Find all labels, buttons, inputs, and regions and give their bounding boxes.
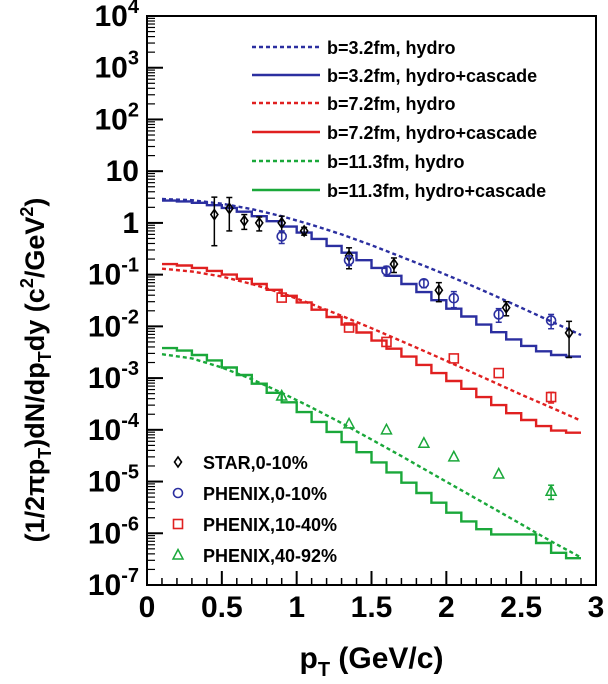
point-square [276,292,288,303]
point-circle [448,292,460,304]
y-tick-label: 10-3 [88,358,139,395]
series-line-5 [162,346,581,560]
x-axis-label: pT (GeV/c) [300,642,444,681]
series-line-2 [161,267,582,422]
x-tick-label: 2 [438,591,455,624]
point-triangle [275,388,288,401]
legend-marker-1 [172,487,184,499]
point-square [343,322,355,333]
x-tick-label: 0 [139,591,156,624]
legend-label-5: b=11.3fm, hydro+cascade [327,181,546,201]
point-diamond [209,208,219,221]
y-tick-label: 10-1 [88,255,139,292]
axes: 0 0.5 1 1.5 2 2.5 310410310210110-110-210-310-… [88,0,605,624]
point-triangle [342,416,356,429]
point-diamond [224,202,234,215]
x-tick-label: 2.5 [500,591,542,624]
legend-label-0: b=3.2fm, hydro [327,38,456,58]
point-square [545,391,557,403]
point-diamond [501,301,511,315]
y-tick-label: 104 [95,0,140,33]
point-circle [381,265,392,276]
point-diamond [389,257,399,271]
x-tick-label: 0.5 [201,591,243,624]
point-triangle [447,449,461,462]
series-line-4 [161,353,582,559]
x-tick-label: 1.5 [351,591,393,624]
point-triangle [544,484,558,496]
point-diamond [254,216,264,230]
point-circle [418,278,430,289]
legend-label-3: b=7.2fm, hydro+cascade [327,123,537,143]
legend: b=3.2fm, hydro b=3.2fm, hydro+cascade b=7.… [171,38,546,566]
legend-point-label-0: STAR,0-10% [203,453,308,473]
series-line-1 [162,199,581,358]
y-tick-label: 10-6 [88,513,139,550]
model-curves [161,197,582,560]
point-diamond [434,283,444,297]
legend-marker-3 [171,547,185,560]
point-circle [545,315,557,326]
point-triangle [417,436,431,448]
legend-point-label-3: PHENIX,40-92% [203,546,337,566]
point-circle [493,309,505,320]
point-diamond [277,216,287,230]
y-tick-label: 102 [95,99,140,136]
point-triangle [380,422,393,435]
y-tick-label: 10-5 [88,462,139,499]
legend-marker-2 [172,518,184,530]
legend-point-label-1: PHENIX,0-10% [203,484,327,504]
point-diamond [564,326,574,340]
legend-label-4: b=11.3fm, hydro [327,152,465,172]
point-circle [343,254,355,266]
point-square [381,336,392,348]
y-tick-label: 10-2 [88,306,139,343]
legend-label-1: b=3.2fm, hydro+cascade [327,66,537,86]
x-tick-label: 1 [288,591,305,624]
y-tick-label: 10-4 [88,410,140,447]
point-triangle [492,466,505,479]
x-tick-label: 3 [588,591,605,624]
y-tick-label: 1 [122,207,139,240]
point-circle [276,231,288,242]
point-diamond [239,214,249,228]
legend-point-label-2: PHENIX,10-40% [203,515,337,535]
point-square [493,367,505,379]
y-axis-label: (1/2πpT)dN/dpTdy (c2/GeV2) [17,198,55,543]
y-tick-label: 10-7 [88,565,139,602]
point-diamond [299,224,309,238]
legend-marker-0 [173,455,183,469]
data-points [209,196,574,501]
legend-label-2: b=7.2fm, hydro [327,94,456,114]
point-square [448,353,460,364]
series-line-0 [161,197,582,337]
y-tick-label: 103 [95,48,140,85]
series-line-3 [162,262,581,434]
y-tick-label: 10 [106,155,139,188]
